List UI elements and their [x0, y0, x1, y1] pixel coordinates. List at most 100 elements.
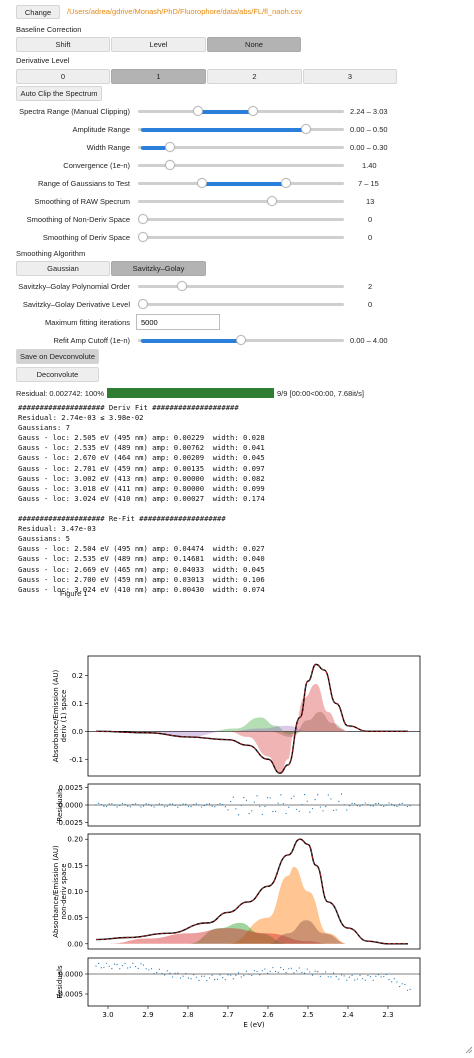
residual-point	[108, 965, 110, 967]
convergence-label: Convergence (1e-n)	[63, 161, 130, 170]
residual-point	[309, 971, 311, 973]
residual-point	[261, 813, 263, 815]
residual-point	[129, 806, 131, 808]
gaussians-slider-high-handle[interactable]	[281, 178, 292, 188]
gaussian-component-area	[268, 711, 348, 737]
y-tick-label: 0.05	[67, 914, 83, 922]
residual-point	[309, 811, 311, 813]
baseline-shift-button[interactable]: Shift	[16, 37, 110, 52]
residual-point	[145, 803, 147, 805]
residual-point	[161, 972, 163, 975]
derivative-1-button[interactable]: 1	[111, 69, 206, 84]
derivative-2-button[interactable]: 2	[207, 69, 302, 84]
residual-point	[185, 803, 187, 805]
convergence-slider-handle[interactable]	[165, 160, 176, 170]
save-on-deconvolute-button[interactable]: Save on Devconvolute	[16, 349, 99, 364]
residual-point	[169, 972, 171, 974]
baseline-none-button[interactable]: None	[207, 37, 301, 52]
residual-point	[174, 804, 176, 807]
convergence-value: 1.40	[362, 161, 377, 170]
residual-point	[201, 975, 203, 977]
residual-point	[356, 805, 358, 807]
x-axis-label: E (eV)	[243, 1021, 264, 1029]
residual-point	[369, 805, 372, 807]
nonderiv-panel: 0.20 0.15 0.10 0.05 0.00 Absorbance/Emission …	[52, 833, 421, 950]
residual-point	[98, 962, 100, 964]
gaussians-slider-low-handle[interactable]	[196, 178, 207, 188]
sg-poly-slider-handle[interactable]	[177, 281, 188, 291]
gaussians-range-fill	[202, 181, 288, 186]
residual-point	[208, 803, 211, 805]
residual-point	[354, 802, 356, 805]
residual-point	[195, 976, 197, 978]
range-slider-low-handle[interactable]	[192, 106, 203, 116]
residual-point	[290, 967, 292, 969]
residual-point	[330, 976, 332, 978]
sg-poly-label: Savitzky–Golay Polynomial Order	[18, 282, 130, 291]
residual-point	[288, 806, 290, 808]
gaussians-range-label: Range of Gaussians to Test	[38, 179, 130, 188]
residual-point	[193, 803, 195, 806]
y-tick-label: 0.0	[72, 728, 83, 736]
residual-point	[174, 972, 176, 975]
smoothing-savgol-button[interactable]: Savitzky–Golay	[111, 261, 206, 276]
residual-point	[237, 814, 240, 816]
residual-point	[306, 968, 308, 970]
residual-point	[158, 803, 160, 805]
residual-point	[211, 805, 213, 807]
gaussian-component-area	[148, 725, 308, 737]
residual-point	[383, 805, 385, 807]
residual-point	[177, 806, 179, 808]
residual-point	[182, 975, 184, 977]
baseline-title: Baseline Correction	[16, 25, 82, 34]
gaussian-component-area	[108, 928, 328, 944]
residual-point	[317, 971, 319, 973]
resize-handle[interactable]	[465, 1046, 473, 1054]
deconvolute-button[interactable]: Deconvolute	[16, 367, 99, 382]
derivative-0-button[interactable]: 0	[16, 69, 110, 84]
residual-point	[346, 979, 348, 981]
max-iter-input[interactable]	[136, 314, 220, 330]
range-slider-high-handle[interactable]	[247, 106, 258, 116]
residual-point	[187, 805, 189, 808]
residual-point	[391, 803, 393, 805]
residual-point	[150, 968, 153, 970]
residual-point	[362, 978, 364, 980]
residual-point	[219, 974, 221, 976]
residual-point	[256, 795, 258, 797]
refit-slider-handle[interactable]	[236, 335, 246, 345]
residual-point	[187, 977, 189, 979]
residual-point	[111, 967, 113, 970]
smooth-raw-label: Smoothing of RAW Specrum	[34, 197, 130, 206]
residual-point	[135, 803, 137, 805]
x-tick-label: 2.5	[302, 1011, 313, 1019]
residual-point	[301, 971, 303, 974]
residual-point	[230, 974, 232, 976]
derivative-3-button[interactable]: 3	[303, 69, 397, 84]
residual-point	[214, 979, 216, 981]
residual-point	[259, 974, 261, 976]
width-slider-handle[interactable]	[165, 142, 176, 152]
baseline-level-button[interactable]: Level	[111, 37, 206, 52]
residual-point	[372, 979, 374, 981]
sg-deriv-slider-handle[interactable]	[138, 299, 148, 309]
smoothing-gaussian-button[interactable]: Gaussian	[16, 261, 110, 276]
smooth-nonderiv-slider-handle[interactable]	[138, 214, 148, 224]
residual-point	[319, 975, 321, 977]
change-file-button[interactable]: Change	[16, 5, 60, 19]
auto-clip-button[interactable]: Auto Clip the Spectrum	[16, 86, 102, 101]
smooth-raw-slider-handle[interactable]	[267, 196, 278, 206]
residual-point	[367, 974, 369, 977]
residual-point	[222, 977, 224, 979]
residual-point	[185, 972, 187, 975]
smooth-deriv-slider-handle[interactable]	[138, 232, 148, 242]
residual-point	[245, 799, 248, 801]
residual-point	[113, 963, 116, 965]
residual-point	[140, 963, 142, 965]
amplitude-slider-high-handle[interactable]	[300, 124, 311, 134]
residual-point	[164, 974, 166, 976]
residual-point	[399, 803, 401, 805]
residual-point	[404, 983, 406, 986]
